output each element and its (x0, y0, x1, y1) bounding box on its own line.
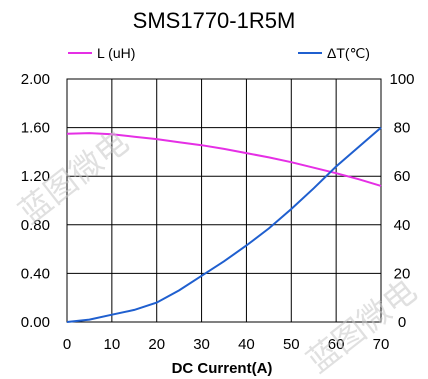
y-axis-right-ticks: 0 20 40 60 80 100 (389, 71, 414, 331)
plot-frame (66, 78, 382, 323)
x-tick-label: 40 (238, 336, 255, 353)
y-left-tick-label: 0.80 (21, 217, 50, 234)
y-left-tick-label: 1.60 (21, 120, 50, 137)
y-right-tick-label: 80 (394, 120, 411, 137)
x-tick-label: 20 (148, 336, 165, 353)
series-line-inductance (66, 132, 382, 187)
x-tick-label: 60 (328, 336, 345, 353)
y-right-tick-label: 40 (394, 217, 411, 234)
legend-left: L (uH) (68, 45, 135, 61)
gridlines (67, 79, 381, 322)
y-left-tick-label: 0.40 (21, 265, 50, 282)
x-tick-label: 30 (193, 336, 210, 353)
chart-title: SMS1770-1R5M (133, 8, 296, 33)
x-tick-label: 10 (104, 336, 121, 353)
series-line-temperature (66, 126, 382, 323)
y-axis-left-ticks: 0.00 0.40 0.80 1.20 1.60 2.00 (21, 71, 50, 331)
legend-label-inductance: L (uH) (97, 45, 135, 61)
series-lines (66, 126, 382, 323)
x-tick-label: 50 (283, 336, 300, 353)
legend-label-temperature: ΔT(℃) (327, 45, 370, 61)
y-right-tick-label: 0 (398, 314, 406, 331)
legend-right: ΔT(℃) (298, 45, 370, 61)
x-axis-label: DC Current(A) (172, 360, 273, 377)
y-left-tick-label: 0.00 (21, 314, 50, 331)
y-right-tick-label: 100 (389, 71, 414, 88)
y-left-tick-label: 1.20 (21, 168, 50, 185)
x-tick-label: 0 (63, 336, 71, 353)
y-right-tick-label: 20 (394, 265, 411, 282)
y-right-tick-label: 60 (394, 168, 411, 185)
x-tick-label: 70 (373, 336, 390, 353)
y-left-tick-label: 2.00 (21, 71, 50, 88)
x-axis-ticks: 0 10 20 30 40 50 60 70 (63, 336, 390, 353)
